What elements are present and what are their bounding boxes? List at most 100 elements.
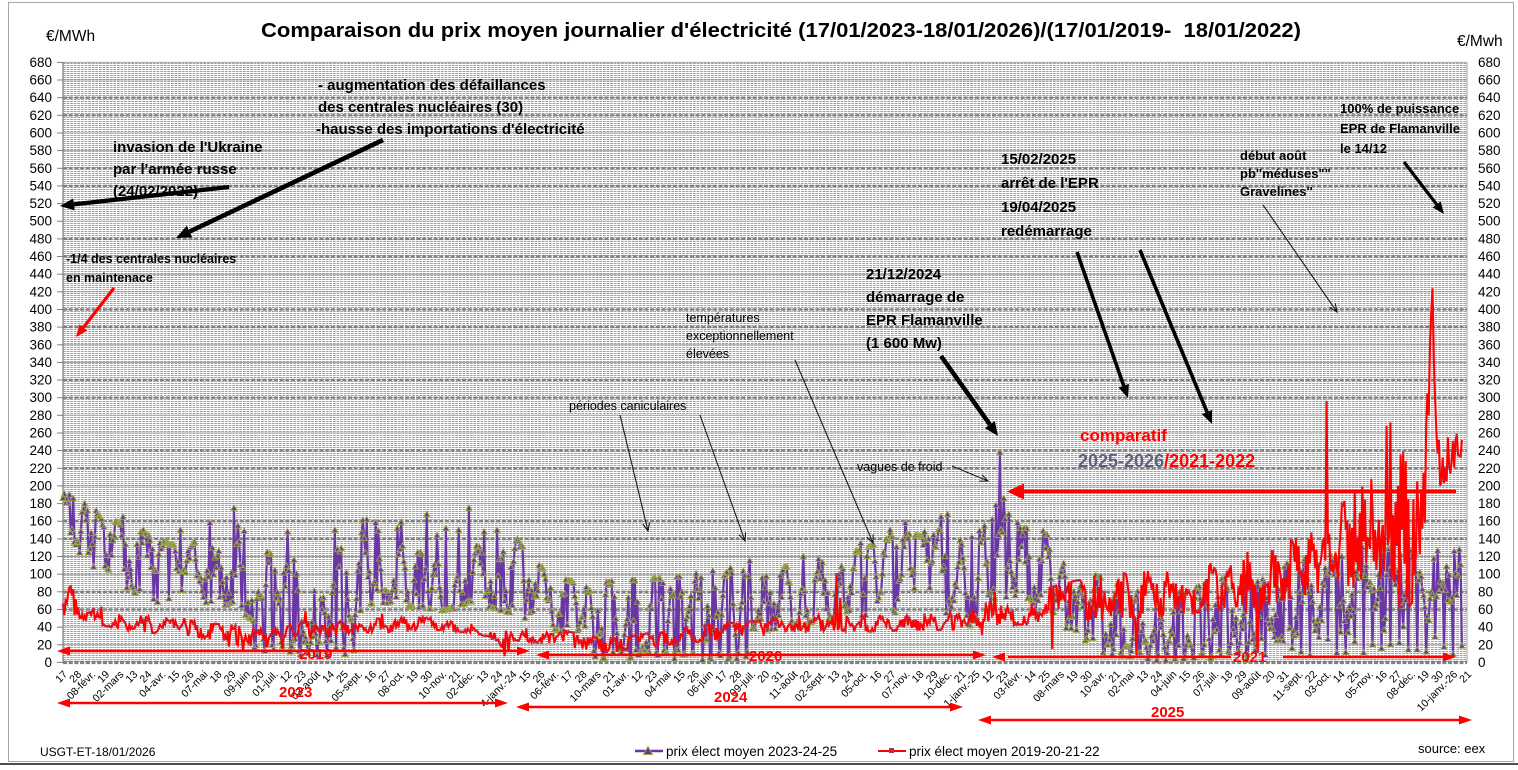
svg-text:560: 560: [1478, 161, 1501, 176]
svg-text:180: 180: [1478, 496, 1501, 511]
svg-text:680: 680: [29, 55, 52, 70]
svg-text:240: 240: [29, 443, 52, 458]
svg-text:580: 580: [29, 143, 52, 158]
svg-text:440: 440: [29, 267, 52, 282]
svg-text:440: 440: [1478, 267, 1501, 282]
svg-text:640: 640: [29, 90, 52, 105]
svg-text:15/02/2025: 15/02/2025: [1001, 151, 1076, 168]
svg-text:500: 500: [1478, 214, 1501, 229]
svg-text:démarrage de: démarrage de: [866, 289, 964, 306]
svg-text:invasion de l'Ukraine: invasion de l'Ukraine: [113, 139, 262, 156]
svg-text:2020: 2020: [749, 648, 782, 665]
svg-text:des centrales nucléaires (30): des centrales nucléaires (30): [318, 99, 523, 116]
svg-text:exceptionnellement: exceptionnellement: [686, 329, 794, 343]
svg-text:120: 120: [1478, 549, 1501, 564]
svg-text:20: 20: [1478, 637, 1493, 652]
svg-text:2023: 2023: [279, 684, 312, 701]
svg-text:Comparaison du prix moyen jour: Comparaison du prix moyen journalier d'é…: [261, 19, 1301, 42]
svg-text:280: 280: [1478, 408, 1501, 423]
svg-text:2025: 2025: [1151, 704, 1184, 721]
svg-text:280: 280: [29, 408, 52, 423]
svg-text:160: 160: [29, 514, 52, 529]
svg-text:340: 340: [29, 355, 52, 370]
svg-text:520: 520: [1478, 196, 1501, 211]
svg-text:200: 200: [1478, 478, 1501, 493]
svg-text:EPR Flamanville: EPR Flamanville: [866, 312, 983, 329]
svg-text:en maintenace: en maintenace: [66, 271, 153, 285]
svg-text:2021: 2021: [1233, 649, 1266, 666]
svg-text:redémarrage: redémarrage: [1001, 223, 1092, 240]
svg-text:-hausse des importations d'éle: -hausse des importations d'électricité: [316, 121, 585, 138]
svg-text:460: 460: [29, 249, 52, 264]
svg-text:220: 220: [1478, 461, 1501, 476]
svg-text:100% de puissance: 100% de puissance: [1340, 101, 1459, 116]
svg-text:40: 40: [37, 620, 52, 635]
svg-text:140: 140: [29, 531, 52, 546]
svg-text:20: 20: [37, 637, 52, 652]
svg-text:60: 60: [1478, 602, 1493, 617]
svg-text:EPR de Flamanville: EPR de Flamanville: [1340, 121, 1460, 136]
svg-text:21/12/2024: 21/12/2024: [866, 266, 942, 283]
svg-text:600: 600: [1478, 126, 1501, 141]
svg-text:540: 540: [1478, 178, 1501, 193]
svg-text:580: 580: [1478, 143, 1501, 158]
svg-text:(1 600 Mw): (1 600 Mw): [866, 335, 942, 352]
svg-text:160: 160: [1478, 514, 1501, 529]
svg-text:340: 340: [1478, 355, 1501, 370]
svg-text:60: 60: [37, 602, 52, 617]
svg-text:source: eex: source: eex: [1418, 741, 1486, 756]
svg-text:320: 320: [1478, 373, 1501, 388]
svg-text:260: 260: [29, 426, 52, 441]
svg-text:- augmentation des défaillance: - augmentation des défaillances: [318, 77, 546, 94]
svg-text:360: 360: [1478, 337, 1501, 352]
svg-text:320: 320: [29, 373, 52, 388]
svg-text:-1/4 des centrales nucléaires: -1/4 des centrales nucléaires: [66, 252, 236, 266]
svg-text:600: 600: [29, 126, 52, 141]
svg-text:40: 40: [1478, 620, 1493, 635]
svg-text:2019: 2019: [299, 646, 332, 663]
svg-text:660: 660: [1478, 73, 1501, 88]
svg-text:260: 260: [1478, 426, 1501, 441]
svg-text:prix élect moyen 2023-24-25: prix élect moyen 2023-24-25: [666, 744, 837, 759]
svg-text:520: 520: [29, 196, 52, 211]
svg-text:le 14/12: le 14/12: [1340, 141, 1387, 156]
svg-text:120: 120: [29, 549, 52, 564]
svg-text:Gravelines'': Gravelines'': [1240, 184, 1313, 199]
svg-text:80: 80: [1478, 584, 1493, 599]
svg-text:19/04/2025: 19/04/2025: [1001, 199, 1076, 216]
svg-text:prix élect moyen 2019-20-21-22: prix élect moyen 2019-20-21-22: [909, 744, 1100, 759]
svg-text:140: 140: [1478, 531, 1501, 546]
svg-text:500: 500: [29, 214, 52, 229]
svg-text:680: 680: [1478, 55, 1501, 70]
svg-text:températures: températures: [686, 311, 760, 325]
svg-text:€/Mwh: €/Mwh: [1457, 33, 1503, 50]
svg-text:480: 480: [1478, 231, 1501, 246]
svg-text:460: 460: [1478, 249, 1501, 264]
svg-text:400: 400: [1478, 302, 1501, 317]
svg-text:640: 640: [1478, 90, 1501, 105]
svg-text:380: 380: [29, 320, 52, 335]
svg-text:2024: 2024: [714, 689, 748, 706]
svg-text:arrêt de l'EPR: arrêt de l'EPR: [1001, 175, 1099, 192]
svg-text:300: 300: [1478, 390, 1501, 405]
svg-text:300: 300: [29, 390, 52, 405]
svg-text:0: 0: [1478, 655, 1486, 670]
svg-text:560: 560: [29, 161, 52, 176]
svg-text:620: 620: [29, 108, 52, 123]
svg-text:360: 360: [29, 337, 52, 352]
svg-text:240: 240: [1478, 443, 1501, 458]
svg-text:660: 660: [29, 73, 52, 88]
svg-text:80: 80: [37, 584, 52, 599]
svg-text:élevées: élevées: [686, 347, 729, 361]
svg-text:380: 380: [1478, 320, 1501, 335]
svg-text:comparatif: comparatif: [1080, 426, 1167, 445]
svg-text:540: 540: [29, 178, 52, 193]
svg-text:début août: début août: [1240, 148, 1307, 163]
svg-text:100: 100: [1478, 567, 1501, 582]
svg-text:420: 420: [29, 284, 52, 299]
svg-text:100: 100: [29, 567, 52, 582]
svg-text:0: 0: [44, 655, 52, 670]
svg-text:vagues de froid: vagues de froid: [857, 460, 943, 474]
svg-text:200: 200: [29, 478, 52, 493]
svg-text:480: 480: [29, 231, 52, 246]
